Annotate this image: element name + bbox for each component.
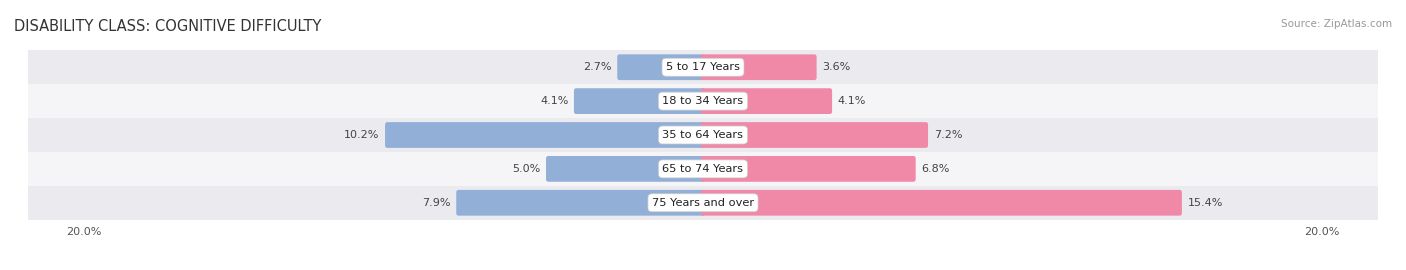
Text: 3.6%: 3.6% (823, 62, 851, 72)
Text: Source: ZipAtlas.com: Source: ZipAtlas.com (1281, 19, 1392, 29)
Text: 7.9%: 7.9% (422, 198, 451, 208)
Text: 15.4%: 15.4% (1188, 198, 1223, 208)
Text: 7.2%: 7.2% (934, 130, 962, 140)
Text: 5.0%: 5.0% (512, 164, 540, 174)
FancyBboxPatch shape (700, 54, 817, 80)
FancyBboxPatch shape (700, 156, 915, 182)
Text: 10.2%: 10.2% (344, 130, 380, 140)
Text: 5 to 17 Years: 5 to 17 Years (666, 62, 740, 72)
FancyBboxPatch shape (700, 88, 832, 114)
Text: 6.8%: 6.8% (921, 164, 949, 174)
Bar (22, 152, 1384, 186)
Bar (22, 50, 1384, 84)
FancyBboxPatch shape (617, 54, 706, 80)
Text: DISABILITY CLASS: COGNITIVE DIFFICULTY: DISABILITY CLASS: COGNITIVE DIFFICULTY (14, 19, 322, 34)
Text: 4.1%: 4.1% (540, 96, 568, 106)
FancyBboxPatch shape (700, 190, 1182, 216)
Text: 75 Years and over: 75 Years and over (652, 198, 754, 208)
FancyBboxPatch shape (574, 88, 706, 114)
FancyBboxPatch shape (546, 156, 706, 182)
Bar (22, 118, 1384, 152)
Text: 18 to 34 Years: 18 to 34 Years (662, 96, 744, 106)
FancyBboxPatch shape (385, 122, 706, 148)
Text: 65 to 74 Years: 65 to 74 Years (662, 164, 744, 174)
Text: 2.7%: 2.7% (583, 62, 612, 72)
Text: 4.1%: 4.1% (838, 96, 866, 106)
FancyBboxPatch shape (700, 122, 928, 148)
FancyBboxPatch shape (457, 190, 706, 216)
Bar (22, 84, 1384, 118)
Text: 35 to 64 Years: 35 to 64 Years (662, 130, 744, 140)
Bar (22, 186, 1384, 220)
